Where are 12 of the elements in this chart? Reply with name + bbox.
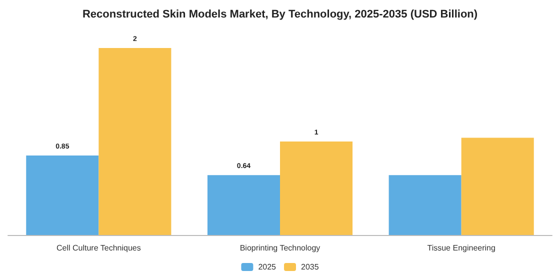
- bar: [388, 175, 462, 235]
- x-tick-label: Cell Culture Techniques: [56, 244, 141, 252]
- bar: [98, 48, 172, 235]
- x-tick-label: Tissue Engineering: [427, 244, 496, 252]
- bar: [461, 138, 534, 235]
- bar: [207, 175, 280, 235]
- legend-label: 2025: [258, 262, 277, 272]
- x-tick-label: Bioprinting Technology: [240, 244, 320, 252]
- chart-title: Reconstructed Skin Models Market, By Technology, 2025-2035 (USD Billion): [82, 8, 478, 20]
- bar: [280, 142, 353, 235]
- legend-label: 2035: [301, 262, 320, 272]
- bar: [26, 156, 99, 235]
